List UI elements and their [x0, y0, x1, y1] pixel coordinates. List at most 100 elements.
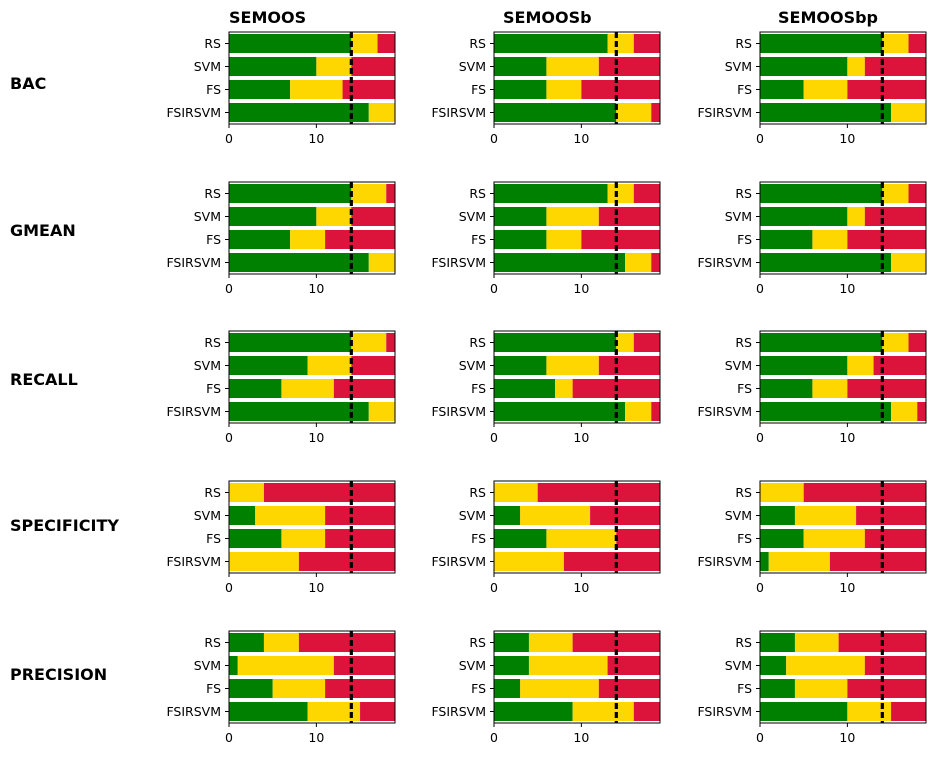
bar-svm-win — [494, 656, 529, 675]
row-label-recall: RECALL — [10, 370, 78, 389]
x-tick-label: 0 — [756, 730, 764, 745]
category-tick-label: SVM — [725, 209, 752, 224]
category-tick-label: RS — [469, 335, 486, 350]
axes-frame — [493, 630, 661, 724]
bar-rs-tie — [351, 34, 378, 53]
category-tick-label: FS — [471, 681, 486, 696]
category-tick-label: FS — [471, 232, 486, 247]
bar-svm-win — [760, 57, 848, 76]
category-tick-label: FS — [206, 232, 221, 247]
x-tick-label: 10 — [573, 281, 589, 296]
x-tick-label: 0 — [490, 281, 498, 296]
bar-rs-tie — [794, 633, 839, 652]
bar-svm-loss — [873, 356, 926, 375]
bar-fs-win — [229, 529, 282, 548]
bar-svm-loss — [598, 356, 660, 375]
category-tick-label: FS — [471, 381, 486, 396]
row-label-precision: PRECISION — [10, 665, 107, 684]
x-tick-label: 10 — [573, 730, 589, 745]
bar-fsirsvm-loss — [298, 552, 395, 571]
bar-svm-loss — [864, 57, 926, 76]
bar-rs-loss — [263, 483, 395, 502]
bar-rs-loss — [386, 184, 395, 203]
panel-gmean-semoosbp: RS SVM FS FSIRSVM 0 10 — [697, 181, 927, 296]
bar-fs-loss — [847, 679, 926, 698]
bar-fs-tie — [290, 80, 343, 99]
bar-rs-loss — [908, 184, 926, 203]
bar-fs-loss — [847, 230, 926, 249]
bar-fs-tie — [812, 379, 848, 398]
x-tick-label: 0 — [756, 430, 764, 445]
bar-fsirsvm-loss — [651, 103, 660, 122]
bar-rs-loss — [386, 333, 395, 352]
category-tick-label: SVM — [725, 59, 752, 74]
axes-frame — [759, 31, 927, 125]
bar-svm-win — [229, 356, 308, 375]
bar-fs-loss — [864, 529, 926, 548]
category-tick-label: FSIRSVM — [431, 105, 486, 120]
x-tick-label: 10 — [839, 580, 855, 595]
category-tick-label: RS — [469, 635, 486, 650]
bar-fsirsvm-loss — [633, 702, 660, 721]
bar-svm-win — [229, 656, 238, 675]
x-tick-label: 0 — [225, 730, 233, 745]
category-tick-label: FSIRSVM — [166, 404, 221, 419]
bar-fsirsvm-tie — [368, 103, 395, 122]
bar-svm-loss — [351, 57, 395, 76]
x-tick-label: 10 — [839, 281, 855, 296]
bar-rs-loss — [537, 483, 660, 502]
bar-svm-win — [494, 506, 521, 525]
bar-fs-loss — [616, 529, 660, 548]
row-label-gmean: GMEAN — [10, 221, 76, 240]
panel-specificity-semoosb: RS SVM FS FSIRSVM 0 10 — [431, 480, 661, 595]
panel-recall-semoosb: RS SVM FS FSIRSVM 0 10 — [431, 330, 661, 445]
bar-fs-loss — [325, 679, 395, 698]
x-tick-label: 10 — [839, 131, 855, 146]
panel-specificity-semoos: RS SVM FS FSIRSVM 0 10 — [166, 480, 396, 595]
bar-rs-loss — [298, 633, 395, 652]
axes-frame — [228, 480, 396, 574]
axes-frame — [759, 330, 927, 424]
bar-svm-win — [229, 57, 317, 76]
bar-rs-tie — [351, 184, 387, 203]
bar-fsirsvm-tie — [229, 552, 299, 571]
bar-svm-tie — [794, 506, 857, 525]
bar-fs-tie — [281, 379, 334, 398]
axes-frame — [759, 630, 927, 724]
category-tick-label: FS — [737, 232, 752, 247]
x-tick-label: 0 — [225, 430, 233, 445]
axes-frame — [228, 181, 396, 275]
category-tick-label: RS — [735, 335, 752, 350]
axes-frame — [759, 181, 927, 275]
bar-rs-tie — [494, 483, 538, 502]
bar-rs-loss — [633, 184, 660, 203]
column-titles: SEMOOS SEMOOSb SEMOOSbp — [229, 8, 878, 27]
x-tick-label: 0 — [490, 730, 498, 745]
bar-fsirsvm-loss — [563, 552, 660, 571]
bar-svm-win — [760, 506, 795, 525]
x-tick-label: 0 — [756, 131, 764, 146]
bar-fsirsvm-tie — [616, 103, 652, 122]
bar-rs-win — [494, 34, 608, 53]
bar-fsirsvm-tie — [572, 702, 634, 721]
x-tick-label: 10 — [573, 131, 589, 146]
bar-svm-win — [760, 207, 848, 226]
bar-fsirsvm-win — [760, 253, 892, 272]
bar-svm-tie — [546, 356, 599, 375]
bar-rs-tie — [882, 184, 909, 203]
bar-fs-tie — [281, 529, 326, 548]
bar-svm-loss — [351, 207, 395, 226]
category-tick-label: FSIRSVM — [166, 704, 221, 719]
bar-rs-tie — [882, 34, 909, 53]
category-tick-label: FSIRSVM — [166, 105, 221, 120]
bar-fs-win — [494, 379, 556, 398]
category-tick-label: FS — [471, 82, 486, 97]
bar-fsirsvm-loss — [651, 253, 660, 272]
bar-fsirsvm-loss — [651, 402, 660, 421]
category-tick-label: SVM — [194, 209, 221, 224]
bar-fs-win — [760, 529, 804, 548]
bar-fsirsvm-tie — [891, 253, 926, 272]
category-tick-label: FSIRSVM — [697, 404, 752, 419]
bar-fsirsvm-loss — [829, 552, 926, 571]
bar-fs-tie — [803, 529, 865, 548]
